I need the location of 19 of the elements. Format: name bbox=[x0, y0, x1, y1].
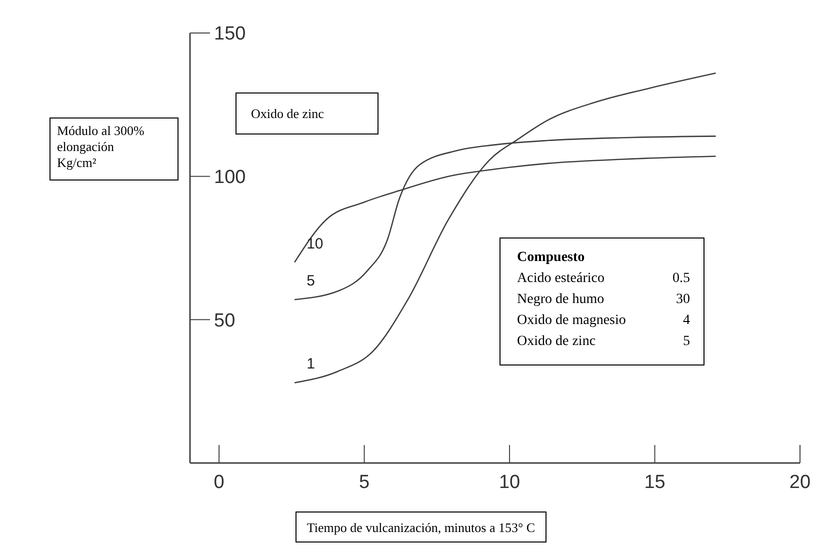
annotation: Compuesto bbox=[517, 250, 585, 265]
x-tick-label: 10 bbox=[498, 472, 520, 493]
x-axis-title: Tiempo de vulcanización, minutos a 153° C bbox=[306, 520, 536, 535]
y-tick-label: 100 bbox=[214, 166, 246, 188]
x-tick-label: 20 bbox=[789, 472, 811, 493]
x-tick-label: 15 bbox=[644, 472, 666, 493]
text: Acido esteárico 0.5 bbox=[517, 271, 690, 286]
text: Oxido de zinc 5 bbox=[517, 334, 690, 349]
x-tick-label: 0 bbox=[214, 472, 224, 493]
series-label: 1 bbox=[306, 356, 315, 373]
text: Oxido de magnesio 4 bbox=[517, 313, 690, 328]
legend-title: Oxido de zinc bbox=[251, 106, 324, 121]
series-label: 5 bbox=[306, 272, 315, 290]
x-tick-label: 5 bbox=[358, 472, 370, 493]
y-tick-label: 150 bbox=[214, 24, 246, 45]
y-axis-title: Módulo al 300% elongación Kg/cm² bbox=[57, 123, 145, 170]
y-tick-label: 50 bbox=[214, 310, 236, 332]
series-label: 10 bbox=[306, 235, 324, 252]
text: Negro de humo 30 bbox=[517, 292, 690, 307]
